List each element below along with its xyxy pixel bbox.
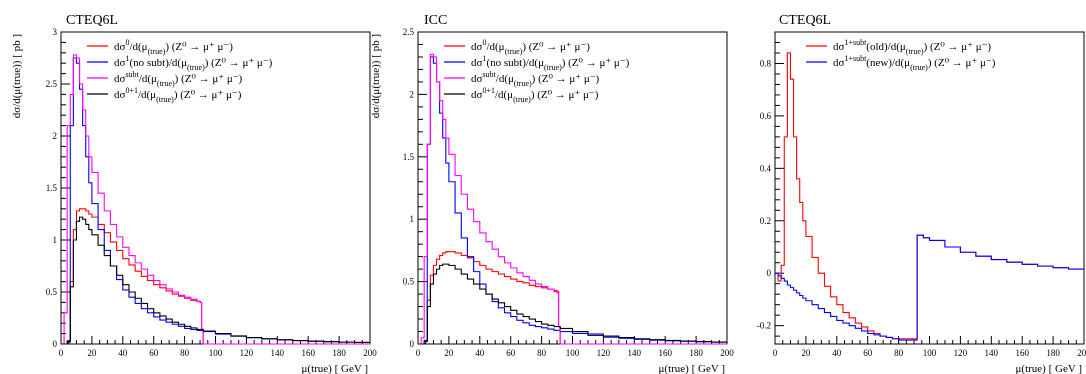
y-tick-label: 2: [410, 89, 415, 99]
y-tick-label: 1: [53, 235, 58, 245]
x-tick-label: 180: [689, 348, 703, 358]
x-tick-label: 200: [720, 348, 734, 358]
series-line-s2: [61, 54, 370, 345]
legend-entry-s0: dσ0/d(μ(true)) (Z⁰ → μ⁺ μ⁻): [114, 38, 233, 56]
x-tick-label: 120: [954, 348, 968, 358]
x-tick-label: 80: [180, 348, 190, 358]
x-tick-label: 80: [894, 348, 904, 358]
y-tick-label: 0: [410, 339, 415, 349]
y-tick-label: 3: [53, 27, 58, 37]
y-tick-label: 2: [53, 131, 58, 141]
y-tick-label: 0.8: [760, 58, 772, 68]
axis-ticks: 0 20 40 60 80 100 120 140 160 180 200 -0.2 0 0.2 0.4 0.…: [757, 31, 1086, 358]
plot-frame: [774, 31, 1085, 345]
legend: dσ0/d(μ(true)) (Z⁰ → μ⁺ μ⁻)dσ1(no subt)/…: [444, 38, 630, 104]
legend-entry-s0: dσ0/d(μ(true)) (Z⁰ → μ⁺ μ⁻): [471, 38, 590, 56]
x-tick-label: 60: [863, 348, 873, 358]
x-tick-label: 20: [801, 348, 811, 358]
y-tick-label: 2.5: [46, 79, 58, 89]
y-tick-label: 0.4: [760, 163, 772, 173]
legend-entry-s5: dσ1+subt(new)/d(μ(true)) (Z⁰ → μ⁺ μ⁻): [833, 54, 996, 72]
y-tick-label: 0: [53, 339, 58, 349]
x-tick-label: 180: [1046, 348, 1060, 358]
x-tick-label: 100: [209, 348, 223, 358]
x-tick-label: 60: [506, 348, 516, 358]
x-tick-label: 200: [1077, 348, 1086, 358]
y-axis-label: dσ/d(μ(true)) [ pb ]: [370, 34, 382, 118]
x-tick-label: 20: [87, 348, 97, 358]
x-tick-label: 100: [923, 348, 937, 358]
series-group: [61, 54, 371, 345]
legend: dσ0/d(μ(true)) (Z⁰ → μ⁺ μ⁻)dσ1(no subt)/…: [87, 38, 273, 104]
y-axis-label: dσ/d(μ(true)) [ pb ]: [11, 34, 23, 118]
y-tick-label: 0: [767, 268, 772, 278]
series-line-s5: [775, 234, 1085, 341]
x-tick-label: 140: [985, 348, 999, 358]
legend-entry-s1: dσ1(no subt)/d(μ(true)) (Z⁰ → μ⁺ μ⁻): [471, 54, 630, 72]
x-tick-label: 0: [773, 348, 778, 358]
legend-entry-s3: dσ0+1/d(μ(true)) (Z⁰ → μ⁺ μ⁻): [471, 86, 599, 104]
legend: dσ1+subt(old)/d(μ(true)) (Z⁰ → μ⁺ μ⁻)dσ1…: [806, 38, 996, 72]
x-tick-label: 0: [59, 348, 64, 358]
legend-entry-s4: dσ1+subt(old)/d(μ(true)) (Z⁰ → μ⁺ μ⁻): [833, 38, 991, 56]
x-axis-label: μ(true) [ GeV ]: [1016, 363, 1082, 374]
series-line-s4: [775, 52, 1085, 340]
panel-icc: ICC μ(true) [ GeV ] dσ/d(μ(true)) [ pb ]…: [370, 13, 734, 374]
y-tick-label: -0.2: [757, 321, 771, 331]
y-tick-label: 2.5: [403, 27, 415, 37]
y-tick-label: 0.5: [46, 287, 58, 297]
x-tick-label: 40: [118, 348, 128, 358]
series-line-s2: [418, 53, 727, 345]
x-tick-label: 60: [149, 348, 159, 358]
y-tick-label: 0.6: [760, 111, 772, 121]
x-tick-label: 120: [240, 348, 254, 358]
x-tick-label: 140: [628, 348, 642, 358]
axis-ticks: 0 20 40 60 80 100 120 140 160 180 200 0 0.5 1 1.5 2 2.5 3: [46, 27, 378, 358]
legend-entry-s2: dσsubt/d(μ(true)) (Z⁰ → μ⁺ μ⁻): [114, 70, 243, 88]
x-tick-label: 180: [332, 348, 346, 358]
x-tick-label: 160: [1015, 348, 1029, 358]
panel-cteq6l-left: CTEQ6L μ(true) [ GeV ] dσ/d(μ(true)) [ p…: [11, 13, 377, 374]
y-tick-label: 0.5: [403, 277, 415, 287]
x-tick-label: 20: [444, 348, 454, 358]
panel-title: CTEQ6L: [66, 13, 118, 28]
panel-title: CTEQ6L: [779, 13, 831, 28]
series-line-s3: [418, 263, 728, 345]
x-tick-label: 100: [566, 348, 580, 358]
x-tick-label: 0: [416, 348, 421, 358]
x-tick-label: 200: [363, 348, 377, 358]
legend-entry-s3: dσ0+1/d(μ(true)) (Z⁰ → μ⁺ μ⁻): [114, 86, 242, 104]
x-tick-label: 80: [537, 348, 547, 358]
x-tick-label: 140: [271, 348, 285, 358]
x-tick-label: 120: [597, 348, 611, 358]
y-tick-label: 1.5: [46, 183, 58, 193]
axis-ticks: 0 20 40 60 80 100 120 140 160 180 200 0 0.5 1 1.5 2 2.5: [403, 27, 735, 358]
x-tick-label: 40: [475, 348, 485, 358]
panel-cteq6l-right: CTEQ6L μ(true) [ GeV ] 0 20 40 60 80 100 120 14…: [757, 13, 1086, 374]
y-tick-label: 1: [410, 214, 415, 224]
x-tick-label: 40: [832, 348, 842, 358]
x-axis-label: μ(true) [ GeV ]: [659, 363, 725, 374]
series-group: [418, 53, 728, 345]
y-tick-label: 1.5: [403, 152, 415, 162]
series-line-s0: [61, 208, 370, 345]
legend-entry-s2: dσsubt/d(μ(true)) (Z⁰ → μ⁺ μ⁻): [471, 70, 600, 88]
x-tick-label: 160: [301, 348, 315, 358]
panel-title: ICC: [424, 13, 447, 28]
legend-entry-s1: dσ1(no subt)/d(μ(true)) (Z⁰ → μ⁺ μ⁻): [114, 54, 273, 72]
series-group: [775, 52, 1085, 341]
y-tick-label: 0.2: [760, 216, 771, 226]
x-tick-label: 160: [658, 348, 672, 358]
x-axis-label: μ(true) [ GeV ]: [302, 363, 368, 374]
series-line-s3: [61, 216, 371, 345]
